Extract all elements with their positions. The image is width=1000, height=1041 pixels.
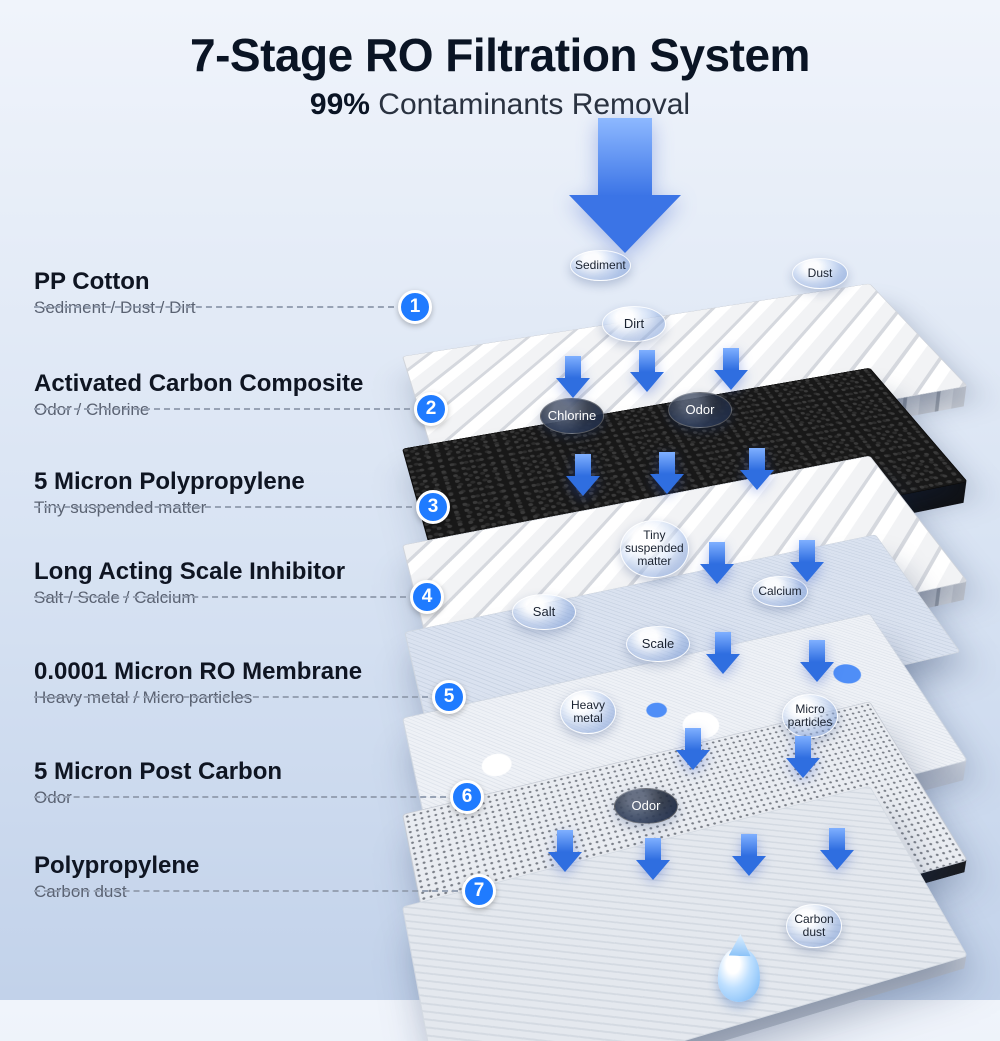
filtration-diagram: [380, 250, 980, 980]
stage-title: 5 Micron Polypropylene: [34, 468, 305, 496]
flow-arrow-icon: [650, 452, 684, 500]
flow-arrow-icon: [786, 736, 820, 784]
flow-arrow-icon: [566, 454, 600, 502]
contaminant-bubble: Salt: [512, 594, 576, 630]
flow-arrow-icon: [732, 834, 766, 882]
contaminant-bubble: Tiny suspended matter: [620, 520, 689, 578]
leader-line: [34, 796, 446, 798]
flow-arrow-icon: [630, 350, 664, 398]
stage-title: Long Acting Scale Inhibitor: [34, 558, 345, 586]
stage-label-6: 5 Micron Post CarbonOdor: [34, 758, 282, 808]
flow-arrow-icon: [636, 838, 670, 886]
header: 7-Stage RO Filtration System 99% Contami…: [0, 0, 1000, 122]
stage-label-7: PolypropyleneCarbon dust: [34, 852, 199, 902]
water-drop-icon: [717, 947, 761, 1002]
contaminant-bubble: Micro particles: [782, 694, 838, 738]
contaminant-bubble: Odor: [668, 392, 732, 428]
stage-badge-3: 3: [416, 490, 450, 524]
stage-label-1: PP CottonSediment / Dust / Dirt: [34, 268, 196, 318]
contaminant-bubble: Dust: [792, 258, 848, 289]
stage-badge-2: 2: [414, 392, 448, 426]
leader-line: [34, 596, 406, 598]
contaminant-bubble: Odor: [614, 788, 678, 824]
contaminant-bubble: Carbon dust: [786, 904, 842, 948]
leader-line: [34, 306, 394, 308]
flow-arrow-icon: [556, 356, 590, 404]
subtitle-bold: 99%: [310, 88, 370, 121]
contaminant-bubble: Dirt: [602, 306, 666, 342]
stage-title: Activated Carbon Composite: [34, 370, 363, 398]
leader-line: [34, 506, 412, 508]
page-subtitle: 99% Contaminants Removal: [0, 88, 1000, 122]
subtitle-rest: Contaminants Removal: [370, 88, 690, 121]
stage-badge-4: 4: [410, 580, 444, 614]
flow-arrow-icon: [800, 640, 834, 688]
stage-label-2: Activated Carbon CompositeOdor / Chlorin…: [34, 370, 363, 420]
flow-arrow-icon: [740, 448, 774, 496]
stage-title: 5 Micron Post Carbon: [34, 758, 282, 786]
stage-title: 0.0001 Micron RO Membrane: [34, 658, 362, 686]
page-title: 7-Stage RO Filtration System: [0, 28, 1000, 82]
flow-arrow-icon: [820, 828, 854, 876]
stage-title: PP Cotton: [34, 268, 196, 296]
contaminant-bubble: Heavy metal: [560, 690, 616, 734]
stage-label-5: 0.0001 Micron RO MembraneHeavy metal / M…: [34, 658, 362, 708]
flow-arrow-icon: [706, 632, 740, 680]
flow-arrow-icon: [790, 540, 824, 588]
leader-line: [34, 408, 410, 410]
flow-arrow-icon: [676, 728, 710, 776]
flow-arrow-icon: [714, 348, 748, 396]
stage-badge-1: 1: [398, 290, 432, 324]
contaminant-bubble: Scale: [626, 626, 690, 662]
flow-arrow-icon: [700, 542, 734, 590]
flow-arrow-icon: [548, 830, 582, 878]
leader-line: [34, 696, 428, 698]
contaminant-bubble: Sediment: [570, 250, 631, 281]
stage-label-3: 5 Micron PolypropyleneTiny suspended mat…: [34, 468, 305, 518]
leader-line: [34, 890, 458, 892]
stage-badge-7: 7: [462, 874, 496, 908]
stage-title: Polypropylene: [34, 852, 199, 880]
stage-label-4: Long Acting Scale InhibitorSalt / Scale …: [34, 558, 345, 608]
stage-badge-5: 5: [432, 680, 466, 714]
stage-badge-6: 6: [450, 780, 484, 814]
